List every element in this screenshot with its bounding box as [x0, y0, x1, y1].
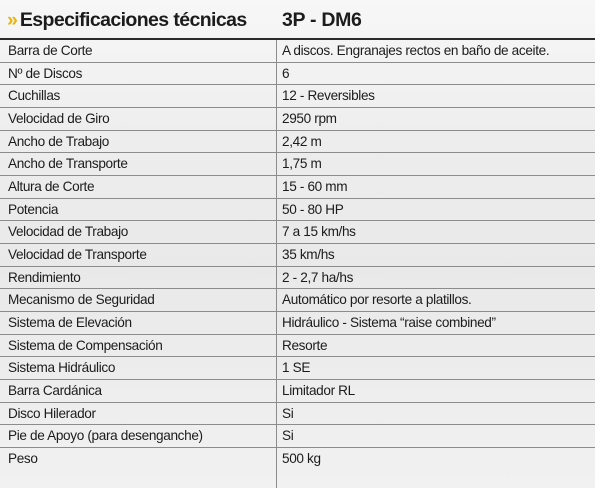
spec-row: Potencia 50 - 80 HP: [0, 199, 595, 222]
spec-row: Ancho de Trabajo 2,42 m: [0, 131, 595, 154]
spec-value: 35 km/hs: [282, 247, 335, 263]
spec-value: Si: [282, 405, 294, 421]
spec-label: Cuchillas: [8, 88, 61, 104]
spec-row: Barra Cardánica Limitador RL: [0, 380, 595, 403]
spec-value: Limitador RL: [282, 383, 355, 399]
spec-row: Velocidad de Trabajo 7 a 15 km/hs: [0, 221, 595, 245]
spec-value: Hidráulico - Sistema “raise combined”: [282, 315, 496, 331]
spec-label: Barra Cardánica: [8, 383, 102, 399]
spec-label: Altura de Corte: [8, 179, 95, 195]
section-title-text: Especificaciones técnicas: [19, 9, 247, 31]
spec-row: Peso 500 kg: [0, 448, 595, 471]
spec-value: 1,75 m: [282, 156, 322, 172]
header-rule: [0, 38, 595, 40]
spec-value: 2,42 m: [282, 133, 322, 149]
column-divider: [276, 40, 277, 488]
spec-row: Sistema de Elevación Hidráulico - Sistema…: [0, 312, 595, 335]
spec-row: Mecanismo de Seguridad Automático por res…: [0, 289, 595, 313]
spec-label: Peso: [8, 451, 38, 467]
spec-label: Barra de Corte: [8, 43, 93, 58]
spec-header: » Especificaciones técnicas 3P - DM6: [0, 0, 595, 40]
spec-label: Pie de Apoyo (para desenganche): [8, 428, 203, 444]
spec-label: Velocidad de Transporte: [8, 247, 147, 263]
spec-value: 7 a 15 km/hs: [282, 224, 356, 240]
spec-row: Rendimiento 2 - 2,7 ha/hs: [0, 267, 595, 290]
spec-row: Sistema Hidráulico 1 SE: [0, 357, 595, 381]
spec-label: Sistema de Elevación: [8, 315, 132, 331]
spec-value: 6: [282, 65, 290, 81]
spec-value: 500 kg: [282, 451, 321, 467]
spec-row: Sistema de Compensación Resorte: [0, 335, 595, 358]
spec-row: Ancho de Transporte 1,75 m: [0, 153, 595, 177]
spec-row: Velocidad de Transporte 35 km/hs: [0, 244, 595, 267]
spec-row: Barra de Corte A discos. Engranajes recto…: [0, 40, 595, 63]
spec-label: Velocidad de Trabajo: [8, 224, 128, 240]
spec-row: Nº de Discos 6: [0, 63, 595, 86]
spec-label: Potencia: [8, 201, 59, 217]
spec-value: 2 - 2,7 ha/hs: [282, 269, 354, 285]
spec-value: A discos. Engranajes rectos en baño de a…: [282, 43, 550, 58]
spec-value: 15 - 60 mm: [282, 179, 348, 195]
spec-row: Disco Hilerador Si: [0, 403, 595, 426]
spec-value: Resorte: [282, 337, 328, 353]
spec-row: Velocidad de Giro 2950 rpm: [0, 108, 595, 131]
spec-value: 50 - 80 HP: [282, 201, 344, 217]
spec-table: Barra de Corte A discos. Engranajes recto…: [0, 40, 595, 471]
spec-label: Sistema Hidráulico: [8, 360, 116, 376]
section-title: » Especificaciones técnicas: [7, 9, 247, 32]
model-name: 3P - DM6: [282, 9, 362, 31]
spec-row: Cuchillas 12 - Reversibles: [0, 85, 595, 109]
spec-row: Altura de Corte 15 - 60 mm: [0, 176, 595, 199]
spec-value: Si: [282, 428, 294, 444]
spec-label: Velocidad de Giro: [8, 111, 110, 127]
spec-label: Sistema de Compensación: [8, 337, 163, 353]
spec-label: Disco Hilerador: [8, 405, 96, 421]
spec-label: Nº de Discos: [8, 65, 83, 81]
spec-label: Ancho de Transporte: [8, 156, 128, 172]
spec-value: 1 SE: [282, 360, 311, 376]
spec-value: 12 - Reversibles: [282, 88, 375, 104]
spec-label: Ancho de Trabajo: [8, 133, 109, 149]
spec-value: Automático por resorte a platillos.: [282, 292, 472, 308]
spec-value: 2950 rpm: [282, 111, 337, 127]
chevron-icon: »: [7, 9, 18, 31]
spec-label: Mecanismo de Seguridad: [8, 292, 155, 308]
spec-label: Rendimiento: [8, 269, 81, 285]
spec-row: Pie de Apoyo (para desenganche) Si: [0, 425, 595, 449]
